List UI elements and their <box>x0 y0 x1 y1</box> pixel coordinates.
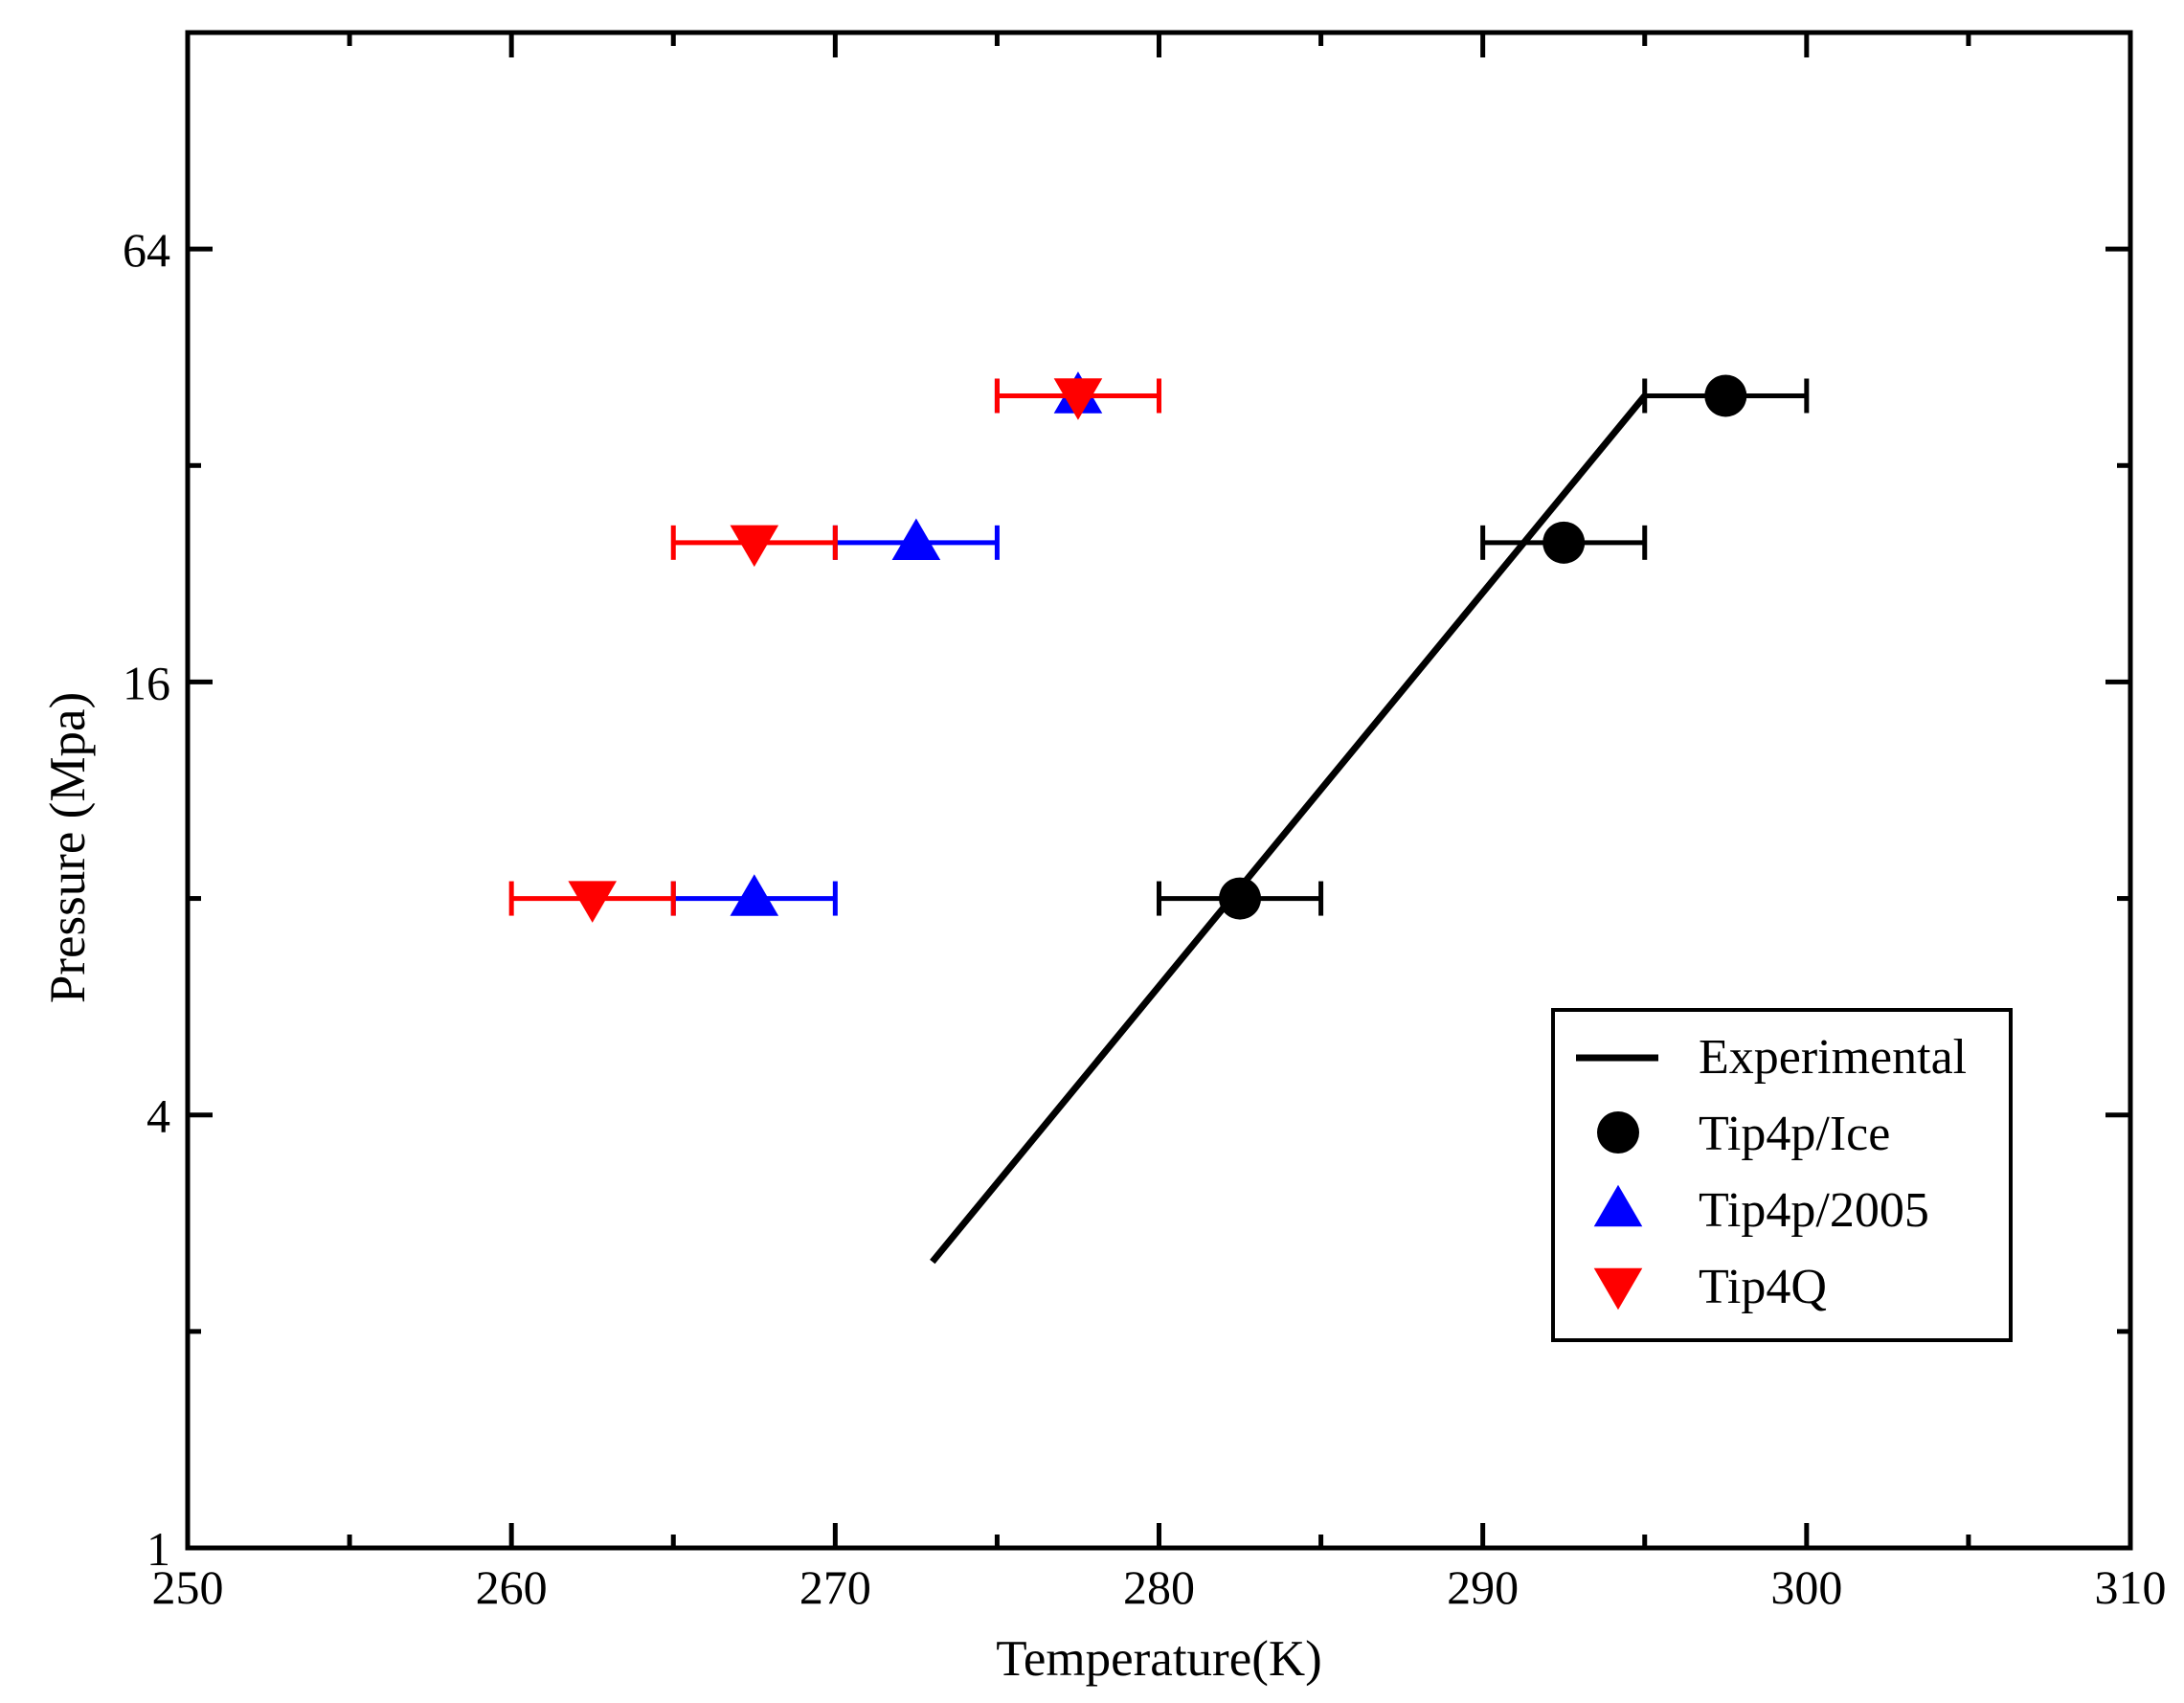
x-tick-label: 280 <box>1123 1560 1195 1614</box>
data-point <box>730 525 779 568</box>
y-tick-labels: 1 4 16 64 <box>123 223 170 1576</box>
series-experimental <box>930 393 1648 1265</box>
legend-marker <box>1593 1267 1643 1311</box>
series-tip4p-ice <box>1157 374 1810 920</box>
data-point <box>568 881 618 923</box>
x-tick-labels: 250 260 270 280 290 300 310 <box>152 1560 2167 1614</box>
x-tick-label: 310 <box>2095 1560 2167 1614</box>
data-point <box>891 518 941 561</box>
data-point <box>1704 374 1747 417</box>
legend-label: Tip4Q <box>1699 1260 1827 1314</box>
series-tip4p-2005 <box>670 371 1161 916</box>
data-point <box>730 874 779 916</box>
legend-label: Tip4p/Ice <box>1699 1107 1890 1161</box>
legend-item: Tip4Q <box>1593 1260 1827 1314</box>
data-point <box>1053 378 1103 420</box>
x-tick-label: 300 <box>1770 1560 1842 1614</box>
series-tip4q <box>508 378 1161 923</box>
legend-label: Experimental <box>1699 1030 1967 1085</box>
y-tick-label: 16 <box>123 656 170 709</box>
data-point <box>1542 521 1586 564</box>
legend: Experimental Tip4p/Ice Tip4p/2005 Tip4Q <box>1551 1008 2013 1342</box>
axis-ticks <box>185 33 2133 1551</box>
x-tick-label: 260 <box>476 1560 548 1614</box>
experimental-line <box>930 393 1648 1265</box>
x-tick-label: 290 <box>1447 1560 1519 1614</box>
data-point <box>1219 877 1262 920</box>
y-axis-title: Pressure (Mpa) <box>40 692 96 1003</box>
y-tick-label: 1 <box>146 1522 170 1576</box>
y-tick-label: 64 <box>123 223 170 277</box>
legend-label: Tip4p/2005 <box>1699 1183 1929 1238</box>
x-tick-label: 270 <box>799 1560 871 1614</box>
legend-marker <box>1597 1111 1639 1154</box>
series <box>508 371 1810 1265</box>
legend-marker <box>1593 1184 1643 1227</box>
x-axis-title: Temperature(K) <box>996 1631 1322 1687</box>
legend-item: Experimental <box>1576 1030 1967 1085</box>
y-tick-label: 4 <box>146 1089 170 1143</box>
x-tick-label: 250 <box>152 1560 224 1614</box>
legend-item: Tip4p/2005 <box>1593 1183 1929 1238</box>
legend-item: Tip4p/Ice <box>1597 1107 1890 1161</box>
